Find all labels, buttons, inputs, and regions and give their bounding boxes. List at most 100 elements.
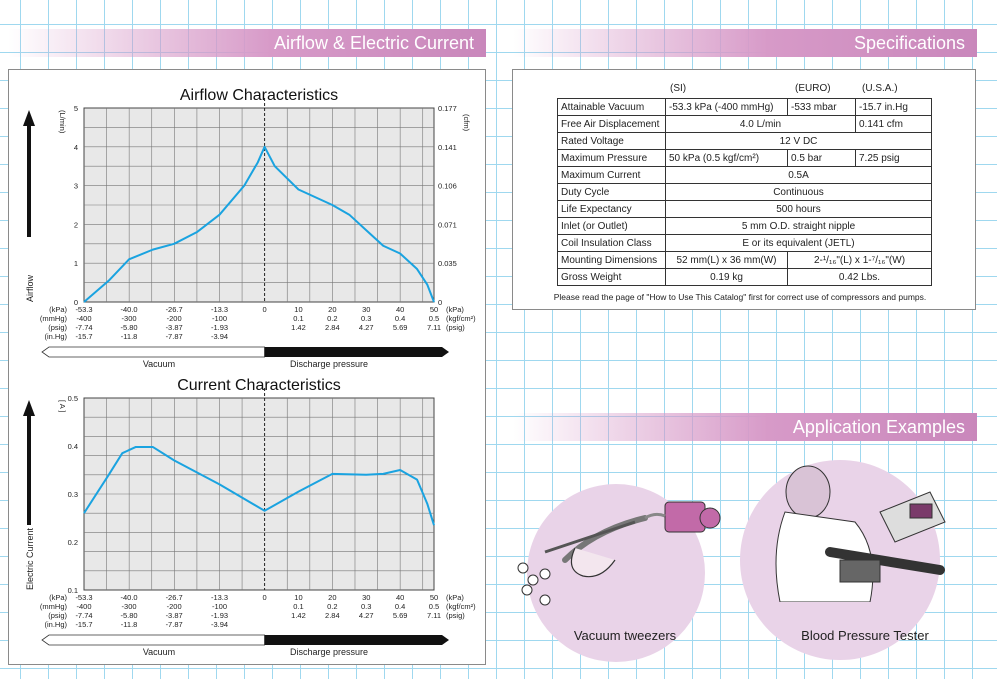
x-tick-label: -400: [76, 602, 91, 611]
x-tick-label: 10: [294, 593, 302, 602]
x-tick-label: -7.87: [166, 332, 183, 341]
vacuum-label: Vacuum: [143, 359, 175, 369]
y-tick-label: 0.3: [68, 490, 78, 499]
x-tick-label: -1.93: [211, 323, 228, 332]
x-tick-label: 4.27: [359, 611, 374, 620]
spec-value: E or its equivalent (JETL): [665, 234, 932, 252]
x-tick-label: -53.3: [75, 593, 92, 602]
x-row-unit-right: (psig): [446, 611, 465, 620]
discharge-arrow: [264, 347, 449, 357]
x-tick-label: 20: [328, 593, 336, 602]
y-tick-label-right: 0.177: [438, 104, 457, 113]
x-tick-label: 0.4: [395, 602, 405, 611]
y-unit-right: (cfm): [462, 114, 471, 132]
x-tick-label: -5.80: [121, 611, 138, 620]
x-tick-label: 40: [396, 593, 404, 602]
x-tick-label: -5.80: [121, 323, 138, 332]
x-tick-label: 4.27: [359, 323, 374, 332]
x-row-unit-left: (mmHg): [40, 602, 68, 611]
y-tick-label: 4: [74, 143, 78, 152]
x-tick-label: 7.11: [427, 323, 441, 332]
vacuum-tweezers-illustration: [517, 501, 721, 606]
y-unit-left: [ A ]: [58, 400, 67, 413]
y-tick-label: 0.4: [68, 442, 78, 451]
x-row-unit-right: (kgf/cm²): [446, 602, 476, 611]
y-tick-label-right: 0.106: [438, 182, 457, 191]
x-row-unit-right: (kPa): [446, 305, 464, 314]
spec-value: 5 mm O.D. straight nipple: [665, 217, 932, 235]
x-tick-label: -40.0: [121, 593, 138, 602]
chart-title: Current Characteristics: [177, 377, 341, 394]
x-row-unit-right: (kPa): [446, 593, 464, 602]
x-tick-label: 30: [362, 593, 370, 602]
table-row: Maximum Current 0.5A: [557, 166, 932, 184]
x-tick-label: -53.3: [75, 305, 92, 314]
x-tick-label: -100: [212, 314, 227, 323]
spec-label: Life Expectancy: [557, 200, 666, 218]
x-tick-label: 5.69: [393, 611, 408, 620]
spec-value-si: -53.3 kPa (-400 mmHg): [665, 98, 788, 116]
y-tick-label: 0.2: [68, 538, 78, 547]
x-tick-label: -1.93: [211, 611, 228, 620]
x-tick-label: -15.7: [75, 620, 92, 629]
x-row-unit-left: (psig): [48, 611, 67, 620]
y-unit-left: (L/min): [58, 110, 67, 134]
x-row-unit-right: (kgf/cm²): [446, 314, 476, 323]
x-tick-label: -200: [167, 314, 182, 323]
table-row: Life Expectancy 500 hours: [557, 200, 932, 218]
discharge-arrow: [264, 635, 449, 645]
col-header-euro: (EURO): [795, 83, 831, 94]
table-row: Maximum Pressure 50 kPa (0.5 kgf/cm²) 0.…: [557, 149, 932, 167]
col-header-usa: (U.S.A.): [862, 83, 898, 94]
x-tick-label: -11.8: [121, 620, 138, 629]
blood-pressure-illustration: [775, 465, 946, 602]
spec-value-euro-usa: 0.42 Lbs.: [787, 268, 932, 286]
x-tick-label: 0.1: [293, 314, 303, 323]
spec-value-si: 50 kPa (0.5 kgf/cm²): [665, 149, 788, 167]
x-row-unit-left: (psig): [48, 323, 67, 332]
x-tick-label: -26.7: [166, 305, 183, 314]
discharge-label: Discharge pressure: [290, 359, 368, 369]
x-tick-label: 30: [362, 305, 370, 314]
vacuum-label: Vacuum: [143, 647, 175, 657]
y-tick-label: 3: [74, 182, 78, 191]
x-tick-label: 20: [328, 305, 336, 314]
x-tick-label: 50: [430, 593, 438, 602]
x-tick-label: -300: [122, 314, 137, 323]
x-row-unit-left: (mmHg): [40, 314, 68, 323]
spec-value-euro-usa: 2-¹/₁₆"(L) x 1-⁷/₁₆"(W): [787, 251, 932, 269]
spec-value-si: 52 mm(L) x 36 mm(W): [665, 251, 788, 269]
y-axis-arrow-head: [23, 400, 35, 416]
x-tick-label: -13.3: [211, 305, 228, 314]
spec-label: Free Air Displacement: [557, 115, 666, 133]
x-tick-label: -3.87: [166, 323, 183, 332]
x-row-unit-left: (in.Hg): [44, 332, 67, 341]
x-tick-label-zero: 0: [263, 305, 267, 314]
spec-label: Duty Cycle: [557, 183, 666, 201]
x-tick-label: -26.7: [166, 593, 183, 602]
spec-label: Mounting Dimensions: [557, 251, 666, 269]
spec-value: Continuous: [665, 183, 932, 201]
x-row-unit-right: (psig): [446, 323, 465, 332]
y-tick-label-right: 0: [438, 298, 442, 307]
x-tick-label: 1.42: [291, 323, 306, 332]
x-tick-label: -3.94: [211, 332, 228, 341]
y-tick-label: 5: [74, 104, 78, 113]
x-tick-label: -11.8: [121, 332, 138, 341]
x-tick-label: 40: [396, 305, 404, 314]
x-tick-label: -13.3: [211, 593, 228, 602]
charts-svg: 01234500.0350.0710.1060.1410.177(cfm)(L/…: [23, 87, 476, 657]
table-row: Coil Insulation Class E or its equivalen…: [557, 234, 932, 252]
y-tick-label-right: 0.035: [438, 259, 457, 268]
x-tick-label: 7.11: [427, 611, 441, 620]
y-axis-label: Airflow: [25, 274, 35, 302]
x-tick-label: 5.69: [393, 323, 408, 332]
spec-label: Maximum Pressure: [557, 149, 666, 167]
y-axis-label: Electric Current: [25, 527, 35, 590]
spec-label: Rated Voltage: [557, 132, 666, 150]
x-tick-label: 0.5: [429, 602, 439, 611]
y-tick-label-right: 0.141: [438, 143, 457, 152]
x-tick-label: -7.74: [75, 611, 92, 620]
spec-value: 0.5A: [665, 166, 932, 184]
series-line: [83, 145, 435, 303]
